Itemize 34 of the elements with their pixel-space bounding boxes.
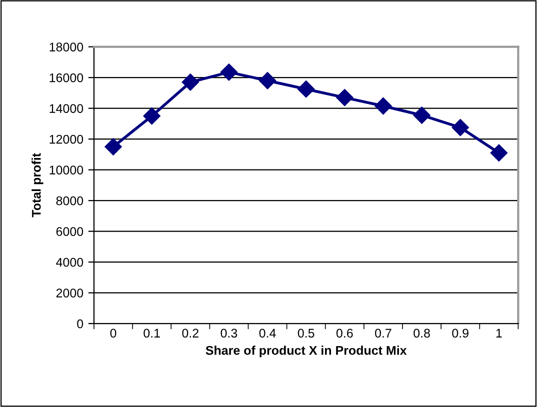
- point: [104, 138, 122, 156]
- y-tick-label: 14000: [50, 104, 84, 113]
- x-tick-label: 0.3: [220, 328, 238, 338]
- point: [143, 107, 160, 125]
- point: [490, 144, 508, 162]
- y-tick-label: 2000: [56, 288, 84, 298]
- point: [220, 64, 238, 81]
- x-tick-label: 0.2: [182, 328, 198, 338]
- point: [182, 74, 199, 91]
- y-axis-title: Total profit: [32, 153, 44, 218]
- x-tick-label: 0.9: [452, 328, 468, 338]
- x-tick-label: 0.8: [414, 328, 430, 338]
- y-tick-label: 16000: [50, 73, 84, 82]
- y-tick-label: 10000: [50, 166, 84, 174]
- y-tick-label: 8000: [56, 196, 84, 206]
- point: [452, 118, 469, 136]
- y-tick-label: 12000: [50, 134, 84, 144]
- x-tick-label: 1: [496, 328, 502, 338]
- x-tick-label: 0.6: [336, 328, 353, 338]
- x-tick-label: 0: [110, 328, 116, 338]
- y-tick-label: 18000: [50, 42, 84, 52]
- x-tick-label: 0.5: [298, 328, 314, 338]
- point: [258, 72, 276, 90]
- x-axis-title: Share of product X in Product Mix: [206, 346, 407, 358]
- x-tick-label: 0.4: [259, 328, 276, 338]
- point: [298, 80, 315, 98]
- point: [336, 88, 354, 106]
- y-tick-label: 4000: [56, 258, 84, 267]
- y-tick-label: 0: [77, 319, 84, 328]
- point: [413, 106, 430, 124]
- x-tick-label: 0.7: [375, 328, 392, 338]
- y-tick-label: 6000: [56, 227, 84, 236]
- point: [374, 97, 392, 115]
- x-tick-label: 0.1: [144, 328, 160, 338]
